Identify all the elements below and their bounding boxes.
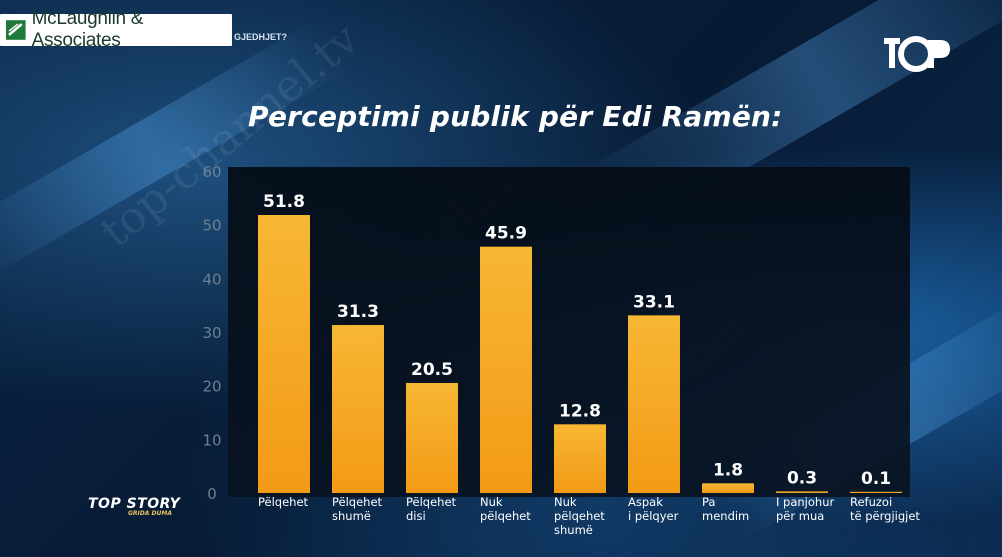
x-category-label: Nuk: [554, 495, 577, 509]
bar-value-label: 0.3: [787, 468, 817, 488]
show-brand: TOP STORY GRIDA DUMA: [88, 496, 180, 517]
bar: [406, 383, 458, 493]
x-category-label: Aspak: [628, 495, 663, 509]
x-category-label: për mua: [776, 509, 824, 523]
bar: [258, 215, 310, 493]
x-category-label: pëlqehet: [480, 509, 531, 523]
bar-value-label: 51.8: [263, 192, 305, 212]
x-category-label: shumë: [554, 523, 593, 537]
bar: [554, 424, 606, 493]
y-tick-label: 30: [202, 324, 221, 342]
bar-value-label: 33.1: [633, 292, 675, 312]
bar: [480, 247, 532, 493]
x-category-label: shumë: [332, 509, 371, 523]
y-tick-label: 10: [202, 431, 221, 449]
y-tick-label: 0: [207, 485, 217, 503]
bar: [702, 483, 754, 493]
x-category-label: disi: [406, 509, 426, 523]
x-category-label: Pa: [702, 495, 715, 509]
y-tick-label: 40: [202, 270, 221, 288]
bar-value-label: 20.5: [411, 360, 453, 380]
x-category-label: Nuk: [480, 495, 503, 509]
bar-value-label: 31.3: [337, 302, 379, 322]
y-tick-label: 60: [202, 163, 221, 181]
bar: [850, 492, 902, 493]
bar: [628, 315, 680, 493]
x-category-label: pëlqehet: [554, 509, 605, 523]
y-tick-label: 20: [202, 378, 221, 396]
x-category-label: I panjohur: [776, 495, 834, 509]
bar-value-label: 0.1: [861, 469, 891, 489]
x-category-label: i pëlqyer: [628, 509, 679, 523]
x-category-label: Refuzoi: [850, 495, 892, 509]
bar: [776, 491, 828, 493]
bar-value-label: 12.8: [559, 401, 601, 421]
bar-value-label: 1.8: [713, 460, 743, 480]
bar-value-label: 45.9: [485, 224, 527, 244]
x-category-label: Pëlqehet: [406, 495, 457, 509]
x-category-label: mendim: [702, 509, 749, 523]
x-category-label: Pëlqehet: [332, 495, 383, 509]
x-category-label: të përgjigjet: [850, 509, 920, 523]
bar: [332, 325, 384, 493]
x-category-label: Pëlqehet: [258, 495, 309, 509]
y-tick-label: 50: [202, 217, 221, 235]
